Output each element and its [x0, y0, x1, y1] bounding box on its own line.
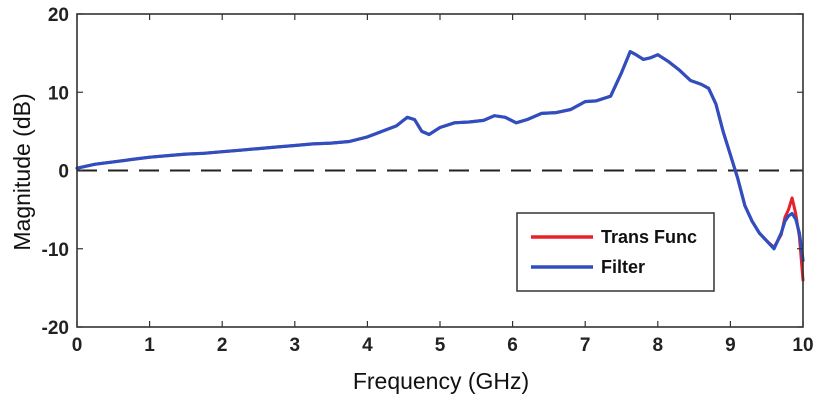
x-tick-label: 5: [435, 335, 446, 356]
legend-label-trans-func: Trans Func: [601, 227, 697, 247]
x-tick-label: 7: [580, 335, 591, 356]
plot-marks: [75, 50, 805, 282]
series-line-filter: [75, 50, 805, 263]
y-tick-label: 0: [58, 162, 69, 183]
x-tick-label: 9: [725, 335, 736, 356]
x-tick-label: 8: [653, 335, 664, 356]
y-tick-label: 10: [48, 83, 69, 104]
x-tick-label: 3: [290, 335, 301, 356]
x-tick-label: 6: [507, 335, 518, 356]
y-tick-label: -10: [42, 240, 69, 261]
y-tick-label: -20: [42, 318, 69, 339]
x-tick-label: 0: [72, 335, 83, 356]
x-tick-label: 1: [144, 335, 155, 356]
legend-box: [516, 212, 715, 292]
y-axis-title: Magnitude (dB): [9, 93, 35, 250]
x-tick-label: 4: [362, 335, 373, 356]
y-tick-label: 20: [48, 5, 69, 26]
axes: 0 1 2 3 4 5 6 7 8 9 10 20 10 0 -10 -20: [42, 5, 814, 356]
legend-label-filter: Filter: [601, 257, 645, 277]
x-tick-label: 2: [217, 335, 228, 356]
x-axis-title: Frequency (GHz): [353, 368, 529, 394]
legend: Trans Func Filter: [516, 212, 715, 292]
x-tick-label: 10: [792, 335, 813, 356]
